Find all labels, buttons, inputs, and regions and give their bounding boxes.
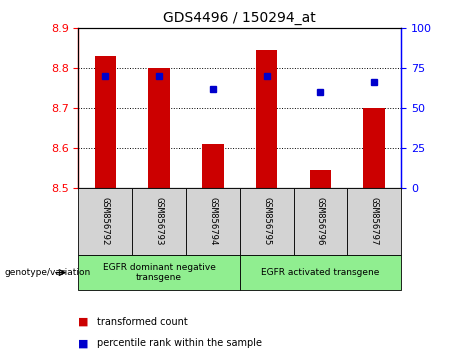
Text: ■: ■ <box>78 317 89 327</box>
Text: GSM856792: GSM856792 <box>101 197 110 245</box>
Bar <box>294 188 347 255</box>
Bar <box>310 170 331 188</box>
Text: GSM856793: GSM856793 <box>154 197 164 245</box>
Title: GDS4496 / 150294_at: GDS4496 / 150294_at <box>163 11 316 24</box>
Text: GSM856794: GSM856794 <box>208 197 217 245</box>
Bar <box>256 50 278 188</box>
Bar <box>240 255 401 290</box>
Text: GSM856795: GSM856795 <box>262 197 271 245</box>
Text: percentile rank within the sample: percentile rank within the sample <box>97 338 262 348</box>
Bar <box>363 108 385 188</box>
Bar <box>148 68 170 188</box>
Bar <box>78 188 132 255</box>
Bar <box>202 144 224 188</box>
Bar <box>240 188 294 255</box>
Text: EGFR activated transgene: EGFR activated transgene <box>261 268 379 277</box>
Text: transformed count: transformed count <box>97 317 188 327</box>
Text: ■: ■ <box>78 338 89 348</box>
Text: EGFR dominant negative
transgene: EGFR dominant negative transgene <box>103 263 215 282</box>
Bar <box>186 188 240 255</box>
Bar <box>78 255 240 290</box>
Bar <box>132 188 186 255</box>
Bar <box>347 188 401 255</box>
Bar <box>95 56 116 188</box>
Text: genotype/variation: genotype/variation <box>5 268 91 277</box>
Text: GSM856797: GSM856797 <box>370 197 378 245</box>
Text: GSM856796: GSM856796 <box>316 197 325 245</box>
